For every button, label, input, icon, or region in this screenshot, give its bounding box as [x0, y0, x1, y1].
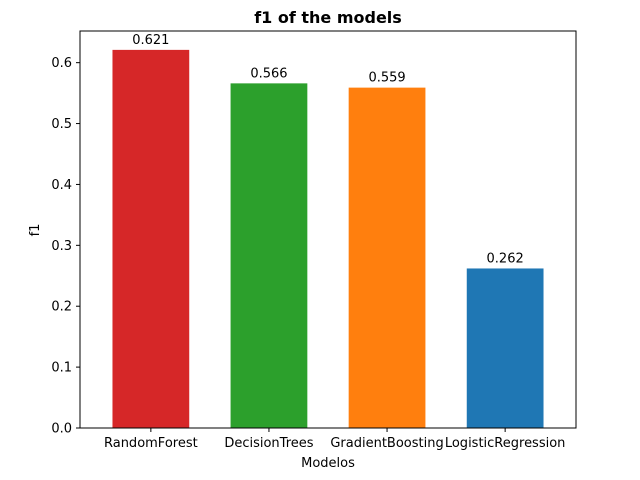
data-label-logisticregression: 0.262 — [487, 251, 524, 266]
bar-gradientboosting — [348, 87, 426, 428]
x-tick-label: DecisionTrees — [224, 436, 313, 451]
y-tick-label: 0.6 — [51, 56, 72, 71]
y-axis-label: f1 — [28, 224, 43, 237]
y-tick-label: 0.0 — [51, 422, 72, 437]
y-tick-label: 0.2 — [51, 300, 72, 315]
y-tick-label: 0.1 — [51, 361, 72, 376]
data-labels-layer: 0.621 0.566 0.559 0.262 — [132, 33, 524, 267]
x-axis-label: Modelos — [301, 456, 355, 471]
y-tick-label: 0.3 — [51, 239, 72, 254]
x-tick-label: GradientBoosting — [330, 436, 443, 451]
data-label-randomforest: 0.621 — [132, 33, 169, 48]
bar-randomforest — [112, 49, 190, 429]
y-tick-label: 0.4 — [51, 178, 72, 193]
bars-layer — [112, 49, 544, 429]
chart-title: f1 of the models — [254, 8, 402, 27]
plot-area-frame — [79, 30, 577, 429]
y-axis: 0.0 0.1 0.2 0.3 0.4 0.5 0.6 — [51, 56, 80, 437]
x-tick-label: RandomForest — [104, 436, 198, 451]
bar-decisiontrees — [230, 83, 308, 429]
bar-logisticregression — [466, 268, 544, 428]
data-label-gradientboosting: 0.559 — [368, 71, 405, 86]
data-label-decisiontrees: 0.566 — [250, 66, 287, 81]
x-axis: RandomForest DecisionTrees GradientBoostin… — [104, 428, 565, 451]
y-tick-label: 0.5 — [51, 117, 72, 132]
x-tick-label: LogisticRegression — [445, 436, 566, 451]
